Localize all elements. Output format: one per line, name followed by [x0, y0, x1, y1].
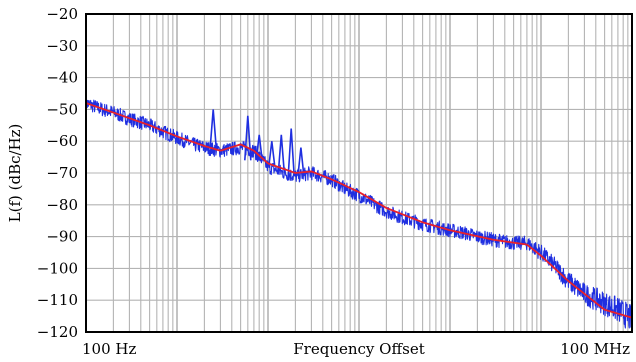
- x-tick-label: 100 MHz: [560, 340, 630, 358]
- y-tick-label: −120: [37, 323, 78, 341]
- x-tick-labels: 100 Hz 100 MHz: [82, 340, 630, 358]
- y-tick-label: −70: [46, 164, 78, 182]
- x-axis-title: Frequency Offset: [293, 340, 424, 358]
- plot-frame: [85, 13, 633, 333]
- y-tick-label: −110: [37, 291, 78, 309]
- traces: [85, 96, 633, 329]
- spur-peak: [287, 128, 295, 177]
- x-tick-label: 100 Hz: [82, 340, 136, 358]
- y-tick-label: −100: [37, 259, 78, 277]
- measured-trace: [85, 96, 633, 329]
- y-tick-label: −80: [46, 196, 78, 214]
- spur-peak: [209, 109, 217, 148]
- spur-peak: [277, 134, 286, 174]
- spur-peak: [244, 115, 252, 161]
- grid-lines: [86, 13, 632, 333]
- y-tick-labels: −20 −30 −40 −50 −60 −70 −80 −90 −100 −110 −120: [37, 5, 78, 341]
- y-tick-label: −50: [46, 100, 78, 118]
- y-tick-label: −60: [46, 132, 78, 150]
- y-tick-label: −30: [46, 37, 78, 55]
- y-tick-label: −90: [46, 228, 78, 246]
- spur-peak: [297, 147, 305, 177]
- spur-peak: [268, 141, 276, 167]
- spur-peak: [255, 134, 263, 161]
- fit-trace: [85, 102, 633, 319]
- y-axis-title: L(f) (dBc/Hz): [6, 124, 24, 223]
- y-tick-label: −20: [46, 5, 78, 23]
- y-tick-label: −40: [46, 69, 78, 87]
